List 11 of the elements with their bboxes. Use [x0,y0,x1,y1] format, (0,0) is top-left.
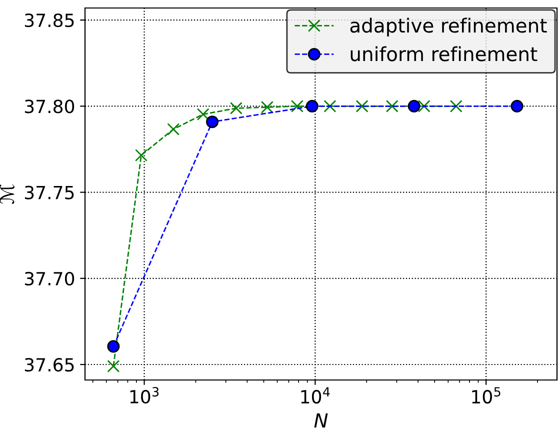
y-tick-label: 37.70 [24,272,74,286]
y-tick-label: 37.80 [24,100,74,114]
y-tick-label: 37.85 [24,14,74,28]
x-tick-label: 10$^{4}$ [301,387,330,404]
legend-label: adaptive refinement [350,18,547,37]
legend-label: uniform refinement [350,46,538,62]
x-tick-label: 10$^{3}$ [130,387,159,404]
x-axis-title: N [314,413,328,428]
x-tick-label: 10$^{5}$ [472,387,500,404]
y-tick-label: 37.65 [24,358,74,372]
y-tick-label: 37.75 [24,186,74,200]
